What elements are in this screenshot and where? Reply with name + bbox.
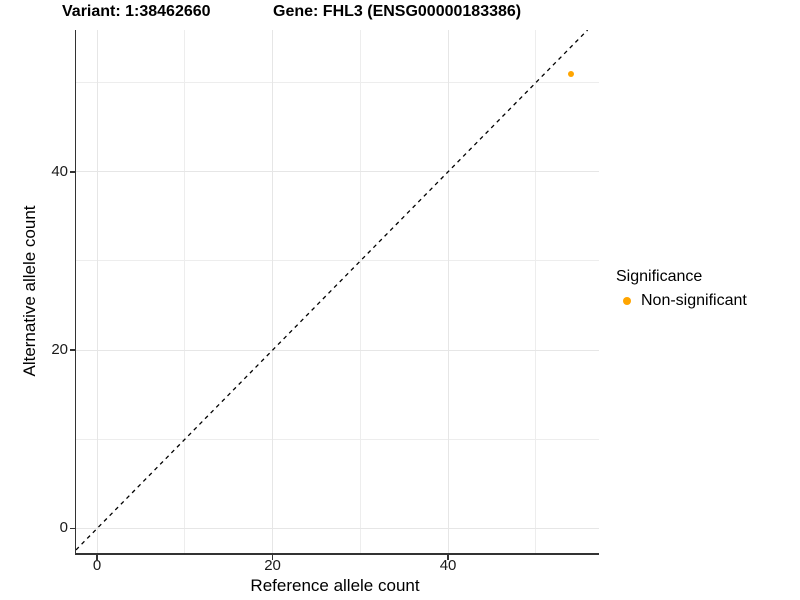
identity-dashed-line xyxy=(76,30,589,551)
y-axis-line xyxy=(74,30,76,555)
gridline-y-0 xyxy=(76,527,599,529)
legend-item-label: Non-significant xyxy=(641,292,747,309)
legend-key-dot-icon xyxy=(623,297,631,305)
gridline-x-50 xyxy=(535,30,537,553)
x-axis-line xyxy=(74,553,599,555)
x-tick-label-40: 40 xyxy=(439,557,457,574)
gridline-x-20 xyxy=(272,30,274,553)
gridline-x-10 xyxy=(184,30,186,553)
x-tick-20 xyxy=(271,554,274,560)
gridline-x-40 xyxy=(447,30,449,553)
gridline-y-20 xyxy=(76,349,599,351)
gridline-y-50 xyxy=(76,82,599,84)
x-tick-0 xyxy=(96,554,98,560)
gene-title: Gene: FHL3 (ENSG00000183386) xyxy=(273,3,522,20)
y-tick-20 xyxy=(69,349,75,351)
y-tick-0 xyxy=(69,527,75,530)
plot-panel xyxy=(76,30,599,553)
legend-item-non-significant: Non-significant xyxy=(616,292,747,310)
y-tick-label-0: 0 xyxy=(59,519,68,537)
gridline-x-0 xyxy=(96,30,98,553)
data-point-non-significant xyxy=(567,70,574,77)
variant-title: Variant: 1:38462660 xyxy=(62,3,211,20)
x-tick-label-0: 0 xyxy=(92,557,102,574)
y-tick-40 xyxy=(69,171,75,173)
legend-key xyxy=(614,297,640,305)
legend-items: Non-significant xyxy=(616,292,747,310)
legend-title: Significance xyxy=(616,268,703,285)
y-tick-label-40: 40 xyxy=(51,162,68,180)
gridline-x-30 xyxy=(359,30,361,553)
gridline-y-10 xyxy=(76,438,599,440)
x-tick-label-20: 20 xyxy=(264,557,281,574)
x-tick-40 xyxy=(447,554,449,560)
gridline-y-40 xyxy=(76,171,599,173)
y-tick-label-20: 20 xyxy=(51,341,68,359)
legend: Significance Non-significant xyxy=(616,268,747,310)
identity-line-layer xyxy=(76,30,589,551)
gridline-y-30 xyxy=(76,260,599,262)
x-axis-title: Reference allele count xyxy=(250,576,420,595)
